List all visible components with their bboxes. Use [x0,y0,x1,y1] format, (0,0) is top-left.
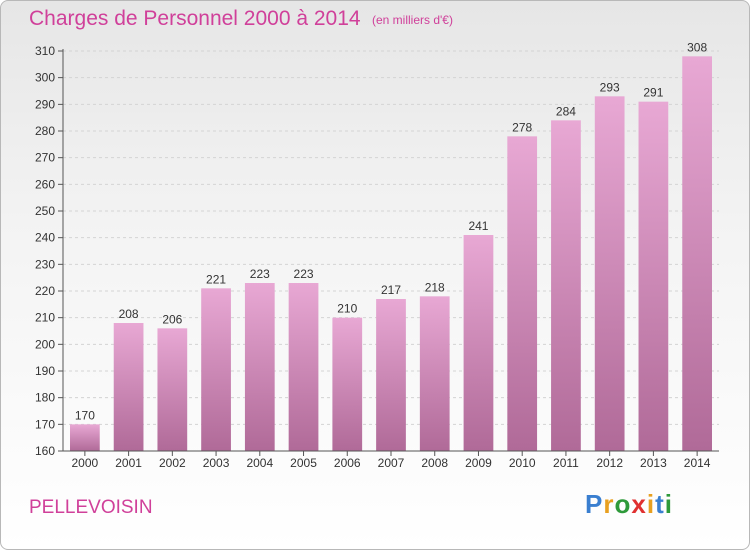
x-tick-label: 2000 [72,456,99,470]
x-tick-label: 2008 [421,456,448,470]
y-tick-label: 200 [35,337,55,351]
y-tick-label: 160 [35,444,55,458]
x-tick-label: 2005 [290,456,317,470]
logo-letter-t: t [655,489,665,519]
bar-2006 [332,317,363,451]
logo-letter-i: i [646,489,656,519]
bars: 170 208 206 221 223 223 210 217 218 241 278 284 293 2… [69,40,713,452]
x-tick-label: 2007 [378,456,405,470]
x-tick-label: 2010 [509,456,536,470]
y-tick-label: 310 [35,44,55,58]
x-tick-label: 2009 [465,456,492,470]
bar-2014 [682,56,713,451]
bar-value-label: 206 [162,312,182,326]
x-tick-label: 2012 [596,456,623,470]
bar-value-label: 241 [468,219,488,233]
y-tick-label: 250 [35,204,55,218]
bar-2005 [288,283,319,451]
y-tick-label: 240 [35,231,55,245]
x-tick-label: 2002 [159,456,186,470]
x-tick-label: 2004 [246,456,273,470]
axes: 160 170 180 190 200 210 220 230 240 250 260 270 280 2… [35,44,719,470]
x-tick-label: 2006 [334,456,361,470]
bar-2008 [419,296,450,451]
logo-letter-i-2: i [664,489,673,519]
y-tick-label: 190 [35,364,55,378]
bar-value-label: 223 [250,267,270,281]
bar-value-label: 291 [643,86,663,100]
bar-value-label: 221 [206,272,226,286]
chart-subtitle: (en milliers d'€) [372,13,453,27]
y-tick-label: 260 [35,177,55,191]
bar-2013 [638,101,669,452]
bar-2007 [376,299,406,451]
x-tick-label: 2014 [684,456,711,470]
proxiti-logo: Proxiti [585,489,673,520]
bar-2011 [551,120,581,451]
bar-2009 [463,235,494,451]
bar-value-label: 284 [556,104,576,118]
bar-2010 [507,136,538,452]
x-tick-label: 2001 [115,456,142,470]
bar-2000 [69,424,100,451]
bar-2004 [244,283,275,451]
logo-letter-x: x [631,489,647,519]
logo-letter-p: P [585,489,604,519]
y-tick-label: 180 [35,391,55,405]
y-tick-label: 290 [35,97,55,111]
bar-value-label: 278 [512,120,532,134]
x-tick-label: 2013 [640,456,667,470]
y-tick-label: 270 [35,151,55,165]
bar-value-label: 223 [294,267,314,281]
y-tick-label: 280 [35,124,55,138]
bar-value-label: 217 [381,283,401,297]
chart-title: Charges de Personnel 2000 à 2014 [29,7,361,30]
bar-2001 [113,323,144,451]
logo-letter-o: o [614,489,632,519]
y-tick-label: 230 [35,257,55,271]
bar-value-label: 208 [119,307,139,321]
bar-value-label: 218 [425,280,445,294]
commune-name: PELLEVOISIN [29,497,153,518]
bar-value-label: 308 [687,40,707,54]
bar-2012 [594,96,625,451]
bar-value-label: 170 [75,408,95,422]
x-tick-label: 2003 [203,456,230,470]
bar-2003 [201,288,231,451]
x-tick-label: 2011 [553,456,579,470]
bar-value-label: 210 [337,302,357,316]
bar-value-label: 293 [600,80,620,94]
logo-letter-r: r [603,489,615,519]
y-tick-label: 210 [35,311,55,325]
y-tick-label: 300 [35,71,55,85]
y-tick-label: 170 [35,417,55,431]
y-tick-label: 220 [35,284,55,298]
bar-2002 [157,328,188,451]
